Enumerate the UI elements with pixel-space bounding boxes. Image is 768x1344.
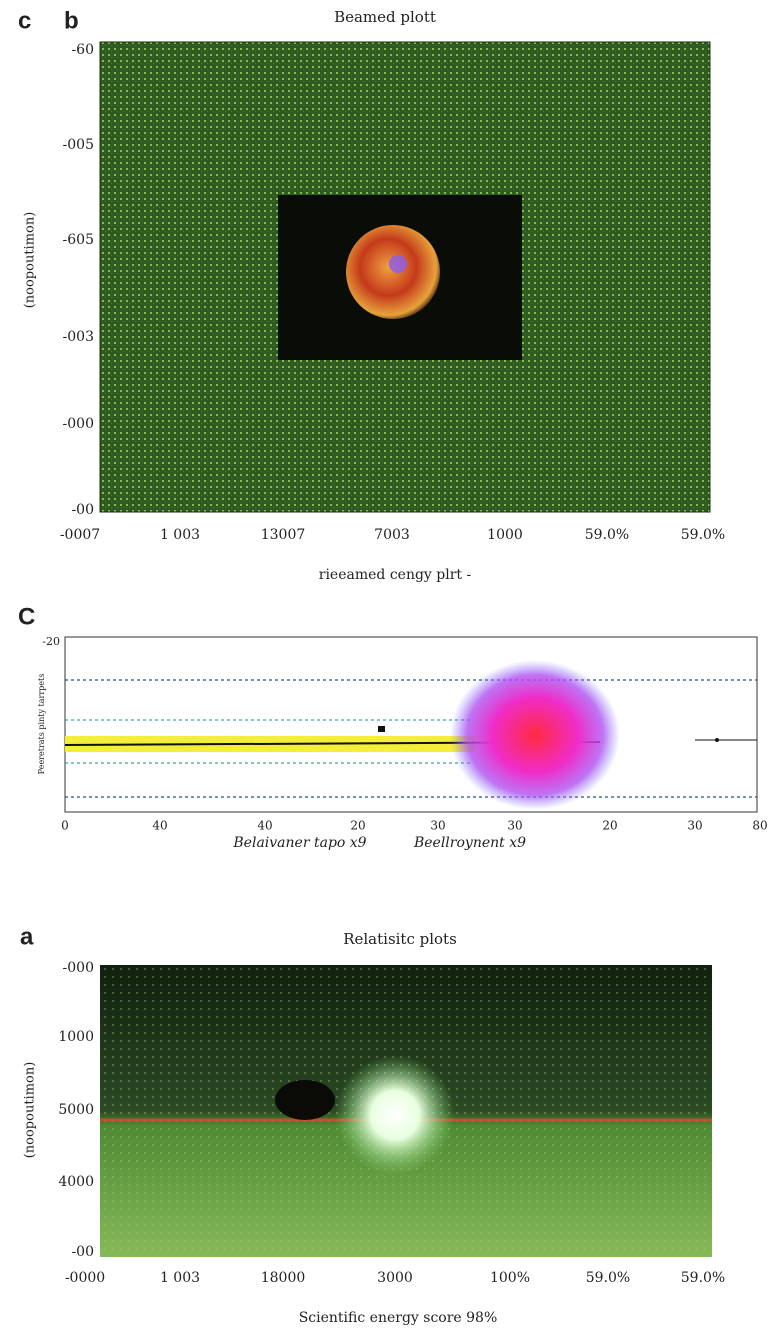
x-tick-label: 20 xyxy=(350,819,365,833)
y-tick-label: -000 xyxy=(63,416,94,432)
panel-b xyxy=(99,41,711,513)
x-tick-label: 3000 xyxy=(377,1270,413,1286)
y-tick-label: -00 xyxy=(71,1244,94,1260)
x-tick-label: 59.0% xyxy=(681,1270,725,1286)
x-tick-label: 20 xyxy=(602,819,617,833)
panel-letter: C xyxy=(18,603,35,630)
x-axis-label: Scientific energy score 98% xyxy=(299,1310,498,1326)
panel-c xyxy=(64,636,758,813)
x-tick-label: 13007 xyxy=(261,527,306,543)
y-tick-label: -60 xyxy=(71,42,94,58)
y-tick-label: 5000 xyxy=(58,1102,94,1118)
point xyxy=(715,738,719,742)
sphere-core xyxy=(389,255,407,273)
shadow xyxy=(275,1080,335,1120)
x-tick-label: 59.0% xyxy=(586,1270,630,1286)
x-tick-label: 1000 xyxy=(487,527,523,543)
y-tick-label: -00 xyxy=(71,502,94,518)
y-axis-label: (noopoutimon) xyxy=(23,212,38,309)
sphere xyxy=(346,225,440,319)
labels: c b Beamed plott (noopoutimon) -60 -005 -605 -0… xyxy=(18,7,768,1326)
panel-letter: c xyxy=(18,7,31,34)
panel-letter: a xyxy=(20,923,34,950)
x-tick-label: 59.0% xyxy=(585,527,629,543)
y-axis-label: (noopoutimon) xyxy=(23,1062,38,1159)
y-tick-label: -605 xyxy=(63,232,94,248)
blob xyxy=(450,660,620,810)
x-tick-label: 40 xyxy=(257,819,272,833)
x-tick-label: 7003 xyxy=(374,527,410,543)
x-tick-label: 30 xyxy=(430,819,445,833)
x-tick-label: 0 xyxy=(61,819,69,833)
panel-title: Beamed plott xyxy=(334,8,436,26)
panel-letter: b xyxy=(64,7,79,34)
x-axis-label: Belaivaner tapo x9 xyxy=(232,835,366,851)
x-tick-label: 18000 xyxy=(261,1270,306,1286)
x-tick-label: 1 003 xyxy=(160,1270,200,1286)
dashed-lines xyxy=(65,679,757,798)
glow xyxy=(335,1055,455,1175)
plot-area xyxy=(64,636,758,813)
x-tick-label: 100% xyxy=(490,1270,530,1286)
y-tick-label: -005 xyxy=(63,137,94,153)
x-tick-label: 59.0% xyxy=(681,527,725,543)
x-axis-label: rieeamed cengy plrt - xyxy=(319,567,472,583)
x-tick-label: 40 xyxy=(152,819,167,833)
x-axis-label: Beellroynent x9 xyxy=(413,835,526,851)
x-tick-label: -0007 xyxy=(60,527,100,543)
panel-a xyxy=(100,965,712,1257)
y-tick-label: -003 xyxy=(63,329,94,345)
panel-title: Relatisitc plots xyxy=(343,930,457,948)
x-tick-label: 30 xyxy=(687,819,702,833)
y-axis-label: Peeretrats pinty tarrpets xyxy=(37,674,46,775)
y-tick-label: 1000 xyxy=(58,1029,94,1045)
y-tick-label: -20 xyxy=(42,635,60,648)
x-tick-label: 1 003 xyxy=(160,527,200,543)
y-tick-label: 4000 xyxy=(58,1174,94,1190)
x-tick-label: 30 xyxy=(507,819,522,833)
x-tick-label: -0000 xyxy=(65,1270,105,1286)
marker xyxy=(378,726,385,732)
x-tick-label: 80 xyxy=(752,819,767,833)
y-tick-label: -000 xyxy=(63,960,94,976)
